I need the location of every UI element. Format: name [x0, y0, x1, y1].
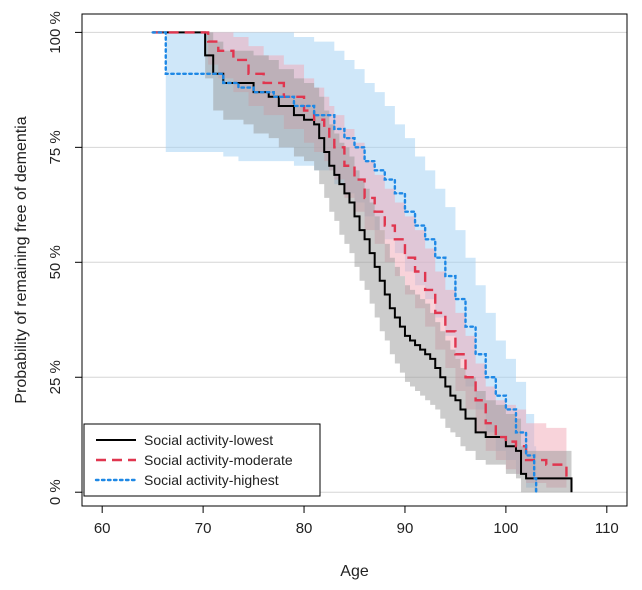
y-tick-label-1: 25 %: [47, 360, 64, 394]
x-tick-label-2: 80: [296, 520, 313, 537]
plot-frame: [81, 13, 628, 507]
legend-label-2: Social activity-highest: [144, 472, 279, 488]
legend: Social activity-lowest Social activity-mo…: [83, 423, 321, 497]
x-axis: 60 70 80 90 100 110: [94, 506, 619, 537]
legend-box: [83, 423, 321, 497]
survival-line-1: [152, 31, 568, 479]
legend-label-1: Social activity-moderate: [144, 452, 293, 468]
confidence-band-2: [152, 32, 537, 493]
x-tick-label-3: 90: [397, 520, 414, 537]
y-axis-title: Probability of remaining free of dementi…: [13, 116, 30, 403]
y-tick-label-4: 100 %: [47, 11, 64, 54]
y-tick-label-0: 0 %: [47, 479, 64, 505]
x-tick-label-0: 60: [94, 520, 111, 537]
x-axis-title: Age: [340, 563, 369, 580]
y-axis: 0 % 25 % 50 % 75 % 100 %: [47, 11, 82, 505]
x-tick-label-5: 110: [595, 520, 619, 537]
y-tick-label-3: 75 %: [47, 130, 64, 164]
confidence-band-0: [152, 32, 572, 493]
survival-line-2: [151, 31, 538, 494]
survival-curves: [151, 31, 573, 494]
confidence-bands: [152, 32, 572, 493]
legend-label-0: Social activity-lowest: [144, 432, 273, 448]
survival-line-0: [152, 31, 573, 493]
x-tick-label-4: 100: [493, 520, 518, 537]
y-tick-label-2: 50 %: [47, 245, 64, 279]
x-tick-label-1: 70: [195, 520, 212, 537]
